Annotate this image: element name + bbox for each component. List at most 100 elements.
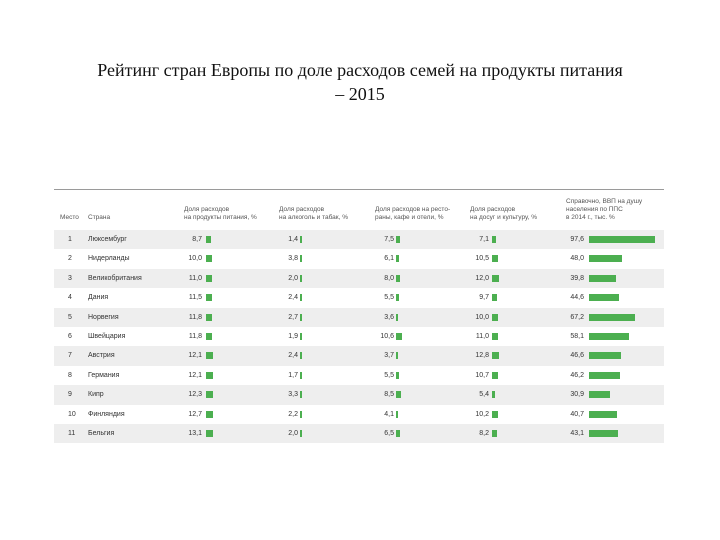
cell-rest-value: 4,1 bbox=[384, 410, 394, 418]
cell-alc-bar bbox=[300, 352, 302, 360]
cell-rank: 6 bbox=[68, 332, 72, 340]
cell-gdp-bar bbox=[589, 429, 619, 437]
cell-food-bar bbox=[206, 352, 213, 360]
cell-alc-value: 1,4 bbox=[288, 236, 298, 243]
cell-rest-bar bbox=[396, 429, 400, 437]
cell-country: Финляндия bbox=[88, 410, 125, 418]
cell-alc-bar bbox=[300, 274, 302, 282]
cell-leisure-bar bbox=[492, 294, 498, 302]
cell-rank: 5 bbox=[68, 313, 72, 321]
cell-rest-bar bbox=[396, 274, 401, 282]
cell-leisure-bar bbox=[492, 371, 498, 379]
cell-gdp-value: 46,2 bbox=[570, 371, 584, 379]
cell-food-value: 11,8 bbox=[188, 332, 202, 340]
ranking-table: Место Страна Доля расходов на продукты п… bbox=[54, 189, 664, 444]
cell-food-bar bbox=[206, 371, 213, 379]
header-alcohol: Доля расходов на алкоголь и табак, % bbox=[279, 206, 349, 221]
header-restaurants: Доля расходов на рестo- раны, кафе и оте… bbox=[375, 206, 451, 221]
cell-gdp-bar bbox=[589, 410, 617, 418]
cell-leisure-bar bbox=[492, 391, 495, 399]
cell-gdp-value: 46,6 bbox=[570, 352, 584, 360]
cell-rest-bar bbox=[396, 391, 401, 399]
cell-food-value: 11,0 bbox=[188, 274, 202, 282]
cell-rank: 11 bbox=[68, 429, 76, 437]
cell-leisure-value: 9,7 bbox=[479, 294, 489, 302]
cell-country: Германия bbox=[88, 371, 120, 379]
cell-country: Великобритания bbox=[88, 274, 142, 282]
cell-leisure-value: 10,2 bbox=[475, 410, 489, 418]
cell-gdp-value: 44,6 bbox=[570, 294, 584, 302]
cell-rest-value: 8,0 bbox=[384, 274, 394, 282]
cell-leisure-value: 12,0 bbox=[475, 274, 489, 282]
cell-leisure-bar bbox=[492, 332, 499, 340]
cell-gdp-value: 58,1 bbox=[570, 332, 584, 340]
table-row: 11 Бельгия 13,1 2,0 6,5 8,2 43,1 bbox=[54, 423, 664, 444]
cell-food-bar bbox=[206, 410, 213, 418]
cell-food-value: 12,7 bbox=[188, 410, 202, 418]
cell-country: Кипр bbox=[88, 391, 104, 399]
cell-alc-value: 3,3 bbox=[288, 391, 298, 399]
title-line-2: – 2015 bbox=[335, 84, 385, 104]
cell-rest-value: 6,5 bbox=[384, 429, 394, 437]
cell-leisure-bar bbox=[492, 313, 498, 321]
cell-alc-bar bbox=[300, 332, 302, 340]
cell-leisure-value: 8,2 bbox=[479, 429, 489, 437]
cell-gdp-value: 48,0 bbox=[570, 255, 584, 263]
cell-rest-bar bbox=[396, 371, 400, 379]
cell-leisure-bar bbox=[492, 429, 497, 437]
cell-food-bar bbox=[206, 274, 213, 282]
cell-alc-value: 2,2 bbox=[288, 410, 298, 418]
cell-leisure-value: 5,4 bbox=[479, 391, 489, 399]
cell-rest-value: 5,5 bbox=[384, 294, 394, 302]
cell-alc-bar bbox=[300, 371, 302, 379]
table-row: 1 Люксембург 8,7 1,4 7,5 7,1 97,6 bbox=[54, 230, 664, 250]
cell-country: Австрия bbox=[88, 352, 115, 360]
cell-alc-bar bbox=[300, 410, 302, 418]
cell-food-value: 8,7 bbox=[192, 236, 202, 243]
header-rank: Место bbox=[60, 214, 79, 221]
title-line-1: Рейтинг стран Европы по доле расходов се… bbox=[97, 60, 623, 80]
cell-leisure-value: 11,0 bbox=[475, 332, 489, 340]
cell-food-bar bbox=[206, 391, 213, 399]
cell-leisure-value: 10,5 bbox=[475, 255, 489, 263]
header-gdp: Справочно, ВВП на душу населения по ППС … bbox=[566, 198, 643, 221]
cell-rest-value: 6,1 bbox=[384, 255, 394, 263]
cell-alc-value: 2,7 bbox=[288, 313, 298, 321]
cell-leisure-value: 12,8 bbox=[475, 352, 489, 360]
cell-country: Бельгия bbox=[88, 429, 115, 437]
cell-alc-value: 1,9 bbox=[288, 332, 298, 340]
cell-alc-value: 2,0 bbox=[288, 429, 298, 437]
table-body: 1 Люксембург 8,7 1,4 7,5 7,1 97,6 2 Нидерланды 10… bbox=[54, 230, 664, 444]
cell-alc-value: 2,4 bbox=[288, 294, 298, 302]
cell-rest-bar bbox=[396, 236, 401, 243]
cell-gdp-bar bbox=[589, 352, 621, 360]
cell-country: Норвегия bbox=[88, 313, 119, 321]
table-row: 6 Швейцария 11,8 1,9 10,6 11,0 58,1 bbox=[54, 327, 664, 346]
cell-alc-value: 2,4 bbox=[288, 352, 298, 360]
cell-food-value: 12,1 bbox=[188, 352, 202, 360]
cell-rest-bar bbox=[396, 410, 399, 418]
cell-gdp-value: 67,2 bbox=[570, 313, 584, 321]
cell-rest-value: 10,6 bbox=[380, 332, 394, 340]
cell-rank: 9 bbox=[68, 391, 72, 399]
table-row: 5 Норвегия 11,8 2,7 3,6 10,0 67,2 bbox=[54, 307, 664, 327]
cell-leisure-value: 10,0 bbox=[475, 313, 489, 321]
table-top-rule bbox=[54, 189, 664, 190]
cell-gdp-value: 39,8 bbox=[570, 274, 584, 282]
cell-gdp-bar bbox=[589, 371, 621, 379]
cell-food-bar bbox=[206, 313, 213, 321]
cell-rank: 7 bbox=[68, 352, 72, 360]
cell-rest-bar bbox=[396, 352, 399, 360]
cell-food-value: 12,3 bbox=[188, 391, 202, 399]
cell-food-value: 11,5 bbox=[188, 294, 202, 302]
table-row: 9 Кипр 12,3 3,3 8,5 5,4 30,9 bbox=[54, 385, 664, 405]
cell-rest-bar bbox=[396, 294, 400, 302]
cell-gdp-bar bbox=[589, 391, 610, 399]
cell-rest-value: 3,7 bbox=[384, 352, 394, 360]
cell-alc-bar bbox=[300, 429, 302, 437]
header-leisure: Доля расходов на досуг и культуру, % bbox=[470, 206, 537, 221]
cell-gdp-value: 43,1 bbox=[570, 429, 584, 437]
table-row: 7 Австрия 12,1 2,4 3,7 12,8 46,6 bbox=[54, 346, 664, 366]
cell-alc-bar bbox=[300, 236, 302, 243]
cell-food-bar bbox=[206, 294, 213, 302]
